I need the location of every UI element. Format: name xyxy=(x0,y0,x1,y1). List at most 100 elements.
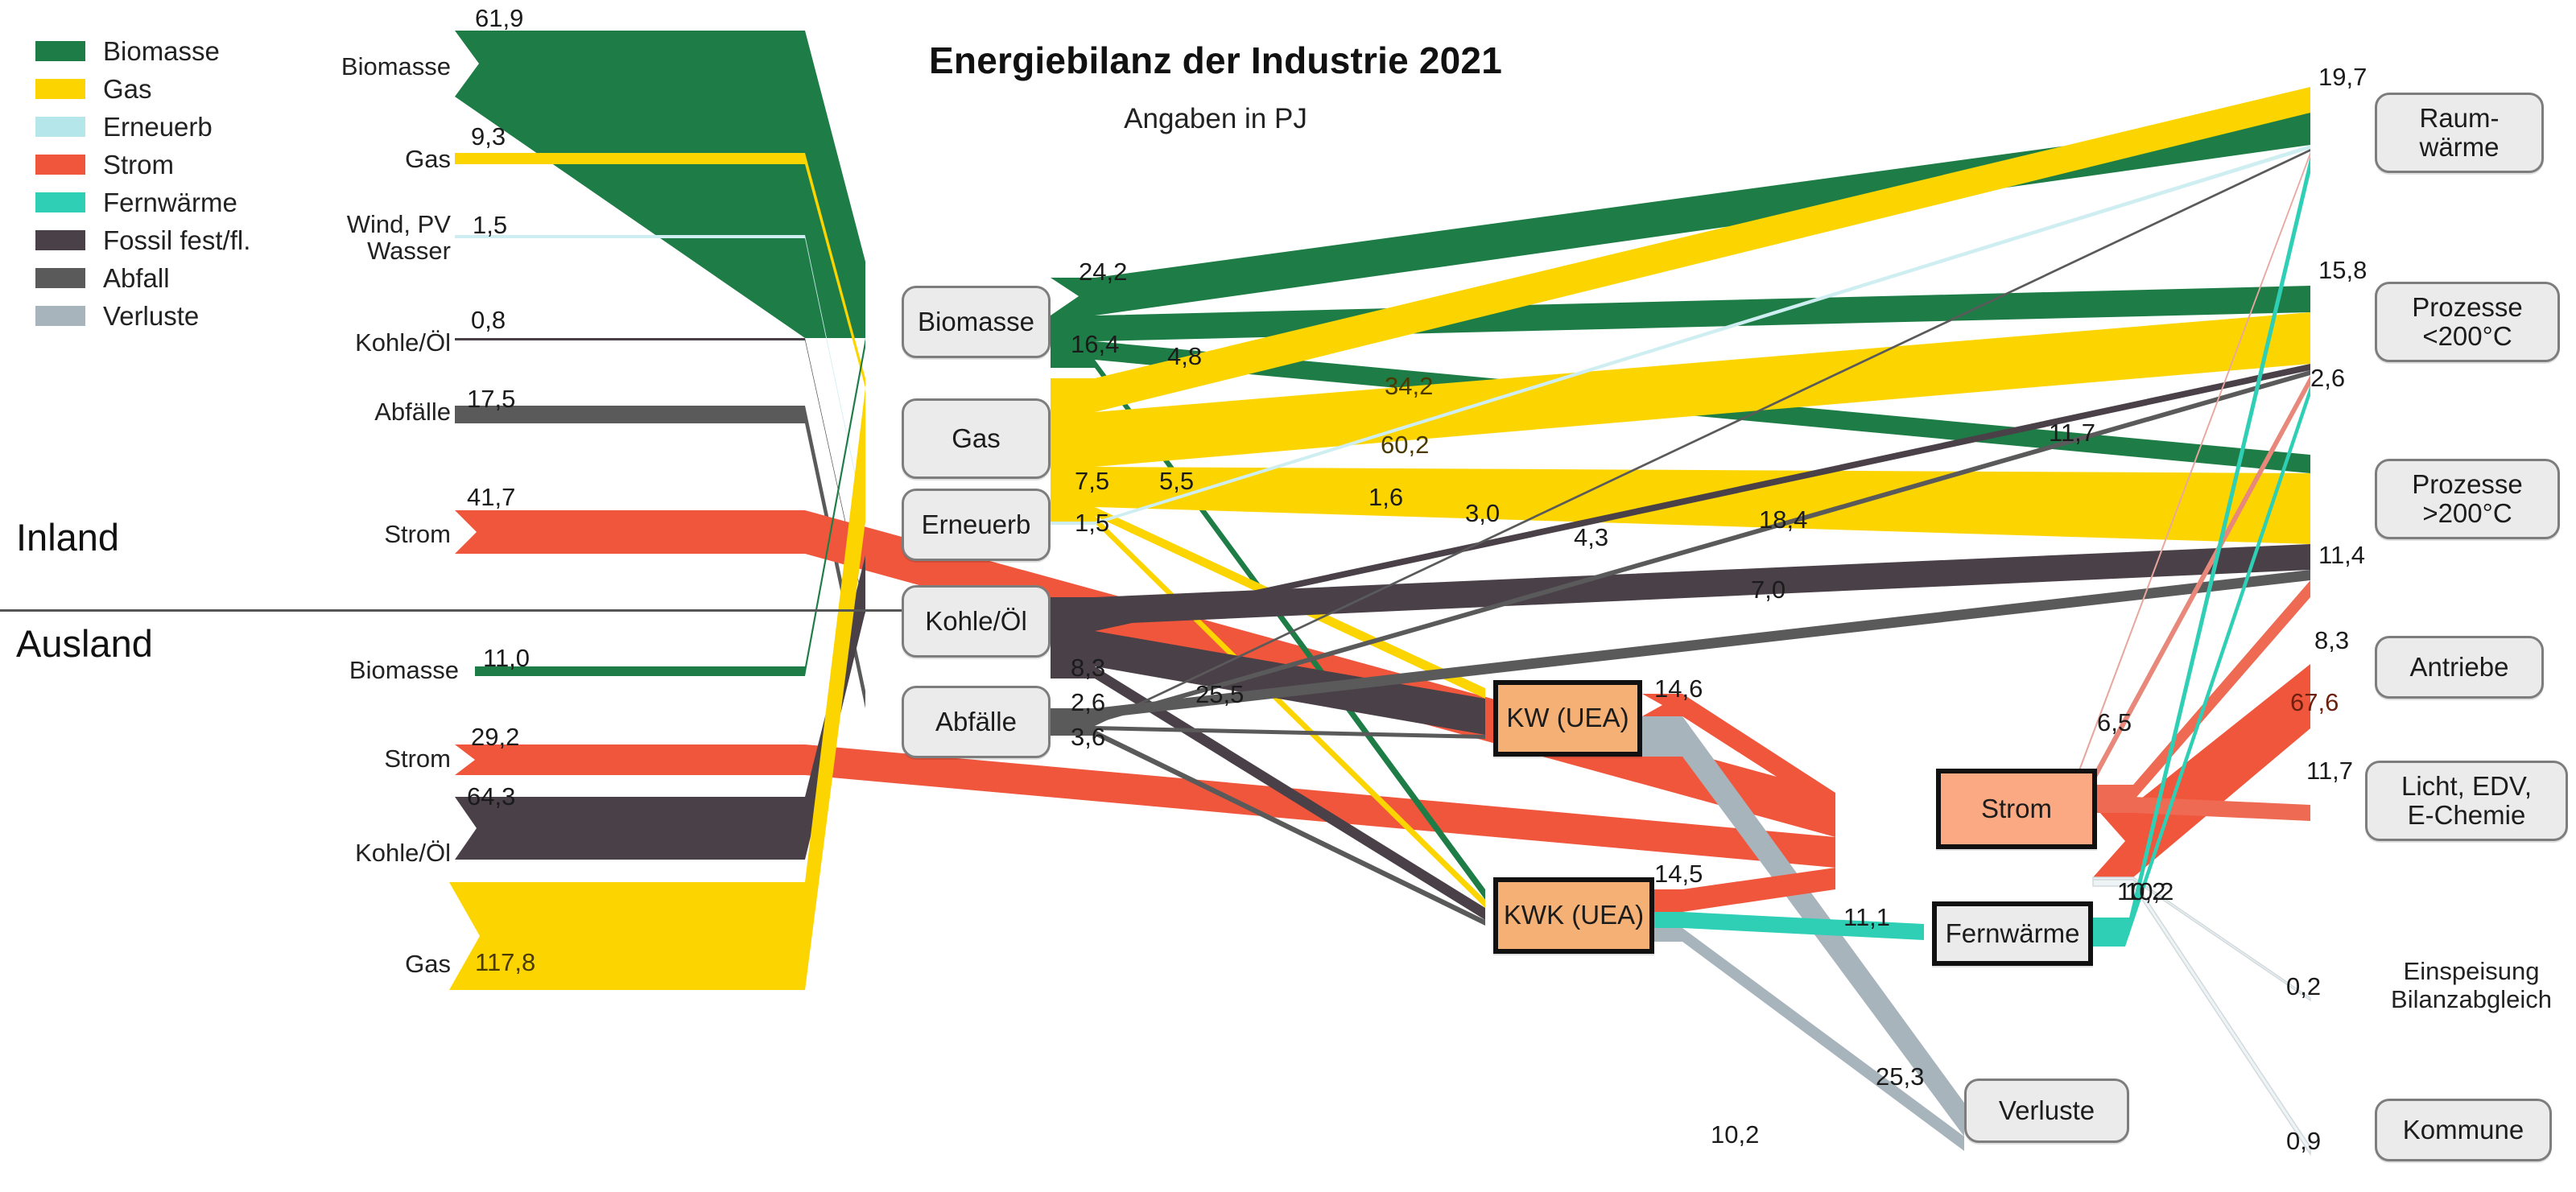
flow-value-kwk-verluste: 10,2 xyxy=(1711,1120,1760,1149)
label-einspeisung-bilanzabgleich: Einspeisung Bilanzabgleich xyxy=(2391,957,2552,1013)
flow-abfaelle-prozesse-gt200 xyxy=(1051,570,2310,719)
flow-value-abfaelle-kwk: 3,6 xyxy=(1071,723,1106,751)
flow-gas-prozesse-lt200 xyxy=(1051,312,2310,467)
legend-swatch-verluste xyxy=(35,306,85,326)
legend: Biomasse Gas Erneuerb Strom Fernwärme Fo… xyxy=(35,32,250,335)
flow-value-abfaelle-prozesse-lt200: 3,0 xyxy=(1465,499,1501,527)
flow-value-erneuerb-raumwaerme: 1,5 xyxy=(1075,509,1110,537)
node-verluste[interactable]: Verluste xyxy=(1964,1079,2129,1143)
flow-value-biomasse-prozesse-lt200: 16,4 xyxy=(1071,330,1120,358)
legend-swatch-abfall xyxy=(35,268,85,288)
node-kommune[interactable]: Kommune xyxy=(2375,1099,2552,1161)
source-label-inland-abfaelle: Abfälle xyxy=(374,398,451,426)
flow-kwk-fernwaerme xyxy=(1642,912,1924,940)
legend-swatch-strom xyxy=(35,155,85,175)
flow-value-strom-antriebe: 67,6 xyxy=(2290,688,2339,716)
legend-swatch-biomasse xyxy=(35,41,85,61)
legend-swatch-erneuerb xyxy=(35,117,85,137)
legend-item: Abfall xyxy=(35,259,250,297)
flow-value-strom-kommune: 0,9 xyxy=(2286,1127,2322,1155)
flow-value-kohleoel-kwk: 8,3 xyxy=(1071,654,1106,682)
value-ausland-biomasse: 11,0 xyxy=(483,644,530,672)
node-prozesse-lt200[interactable]: Prozesse <200°C xyxy=(2375,282,2560,362)
node-carrier-erneuerb[interactable]: Erneuerb xyxy=(902,489,1051,561)
flow-value-gas-raumwaerme: 34,2 xyxy=(1385,372,1434,400)
flow-inland-strom xyxy=(455,510,1835,837)
flow-inland-kohleoel xyxy=(455,338,865,614)
flow-value-abfaelle-prozesse-gt200: 7,0 xyxy=(1751,575,1786,604)
value-ausland-gas: 117,8 xyxy=(475,948,536,976)
region-divider xyxy=(0,609,910,612)
node-prozesse-gt200[interactable]: Prozesse >200°C xyxy=(2375,459,2560,539)
node-antriebe[interactable]: Antriebe xyxy=(2375,636,2544,699)
source-label-inland-kohleoel: Kohle/Öl xyxy=(355,328,451,357)
source-label-ausland-gas: Gas xyxy=(405,950,451,978)
flow-kw-strom xyxy=(1642,694,1835,815)
legend-label-erneuerb: Erneuerb xyxy=(103,111,213,142)
flow-value-biomasse-prozesse-gt200: 11,7 xyxy=(2049,419,2096,447)
flow-inland-biomasse xyxy=(455,31,865,338)
flow-value-kohleoel-prozesse-gt200: 18,4 xyxy=(1759,505,1808,534)
node-licht-edv-echemie[interactable]: Licht, EDV, E-Chemie xyxy=(2365,761,2568,841)
node-kw-uea[interactable]: KW (UEA) xyxy=(1493,680,1642,757)
legend-swatch-fernwaerme xyxy=(35,192,85,212)
source-label-ausland-strom: Strom xyxy=(384,744,451,773)
flow-value-strom-raumwaerme: 2,6 xyxy=(2310,364,2346,392)
node-carrier-kohleoel[interactable]: Kohle/Öl xyxy=(902,585,1051,658)
value-inland-kohleoel: 0,8 xyxy=(471,306,506,334)
legend-label-biomasse: Biomasse xyxy=(103,35,220,66)
flow-ausland-kohleoel xyxy=(455,555,865,860)
legend-item: Gas xyxy=(35,70,250,108)
source-label-inland-strom: Strom xyxy=(384,520,451,548)
flow-value-biomasse-raumwaerme: 24,2 xyxy=(1079,258,1128,286)
flow-value-abfaelle-raumwaerme: 1,6 xyxy=(1368,483,1404,511)
value-inland-abfaelle: 17,5 xyxy=(467,385,516,413)
flow-value-abfaelle-kw: 2,6 xyxy=(1071,688,1106,716)
node-kwk-uea[interactable]: KWK (UEA) xyxy=(1493,877,1654,954)
source-label-inland-wind-pv-wasser: Wind, PV Wasser xyxy=(346,210,451,266)
flow-value-kwk-strom: 14,5 xyxy=(1654,860,1703,888)
flow-value-kw-verluste: 25,3 xyxy=(1876,1062,1925,1091)
flow-value-kwk-fernwaerme: 11,1 xyxy=(1843,903,1891,931)
flow-value-gas-kwk: 5,5 xyxy=(1159,467,1195,495)
legend-label-strom: Strom xyxy=(103,149,175,179)
legend-label-abfall: Abfall xyxy=(103,262,170,293)
value-inland-wind: 1,5 xyxy=(473,211,508,239)
node-carrier-biomasse[interactable]: Biomasse xyxy=(902,286,1051,358)
legend-item: Fossil fest/fl. xyxy=(35,221,250,259)
flow-value-fernwaerme-raumwaerme: 10,2 xyxy=(2125,877,2174,905)
node-carrier-gas[interactable]: Gas xyxy=(902,398,1051,479)
flow-value-gas-kw: 7,5 xyxy=(1075,467,1110,495)
flow-gas-raumwaerme xyxy=(1051,87,2310,412)
flow-ausland-biomasse xyxy=(475,338,865,676)
flow-value-kw-strom: 14,6 xyxy=(1654,674,1703,703)
flow-strom-licht xyxy=(2093,797,2310,821)
flow-value-gas-prozesse-lt200: 60,2 xyxy=(1381,431,1430,459)
legend-label-fernwaerme: Fernwärme xyxy=(103,187,237,217)
flow-strom-kommune xyxy=(2092,879,2311,1157)
flow-value-biomasse-kwk: 4,8 xyxy=(1167,342,1203,370)
flow-strom-antriebe xyxy=(2093,664,2310,877)
node-strom[interactable]: Strom xyxy=(1936,769,2097,849)
legend-item: Verluste xyxy=(35,297,250,335)
legend-swatch-fossil xyxy=(35,230,85,250)
flow-kohleoel-prozesse-gt200 xyxy=(1051,544,2310,625)
node-fernwaerme[interactable]: Fernwärme xyxy=(1932,901,2093,966)
flow-value-sink-prozesse-lt200-total: 15,8 xyxy=(2318,256,2368,284)
legend-swatch-gas xyxy=(35,79,85,99)
region-label-ausland: Ausland xyxy=(16,622,153,665)
node-carrier-abfaelle[interactable]: Abfälle xyxy=(902,686,1051,758)
source-label-ausland-kohleoel: Kohle/Öl xyxy=(355,839,451,867)
value-ausland-kohleoel: 64,3 xyxy=(467,782,516,810)
source-label-inland-biomasse: Biomasse xyxy=(341,52,451,80)
flow-value-gas-prozesse-gt200: 19,7 xyxy=(2318,63,2368,91)
legend-label-gas: Gas xyxy=(103,73,152,104)
flow-ausland-gas xyxy=(449,388,865,990)
flow-abfaelle-kw xyxy=(1051,726,1485,739)
legend-item: Biomasse xyxy=(35,32,250,70)
value-inland-gas: 9,3 xyxy=(471,122,506,151)
flow-kohleoel-kw xyxy=(1051,631,1485,735)
node-raumwaerme[interactable]: Raum-wärme xyxy=(2375,93,2544,173)
